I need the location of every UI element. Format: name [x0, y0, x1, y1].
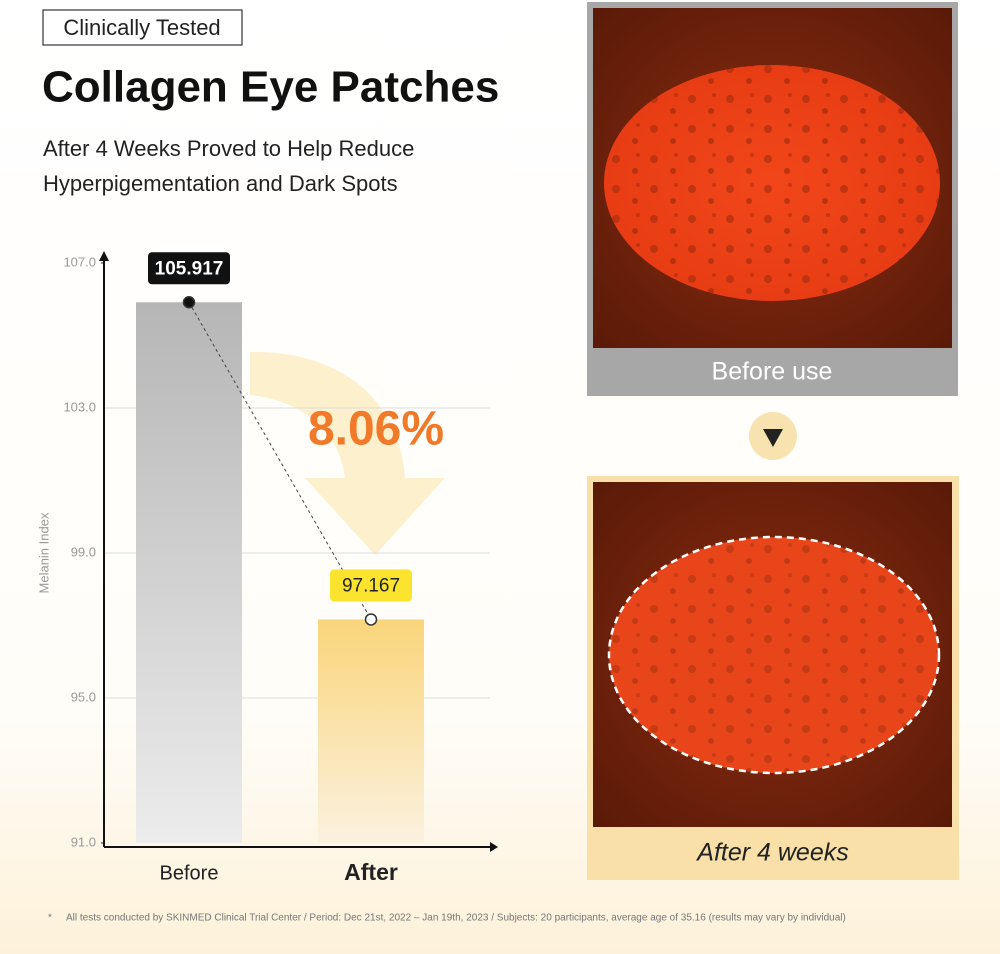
x-axis-arrow — [490, 842, 498, 852]
before-caption: Before use — [712, 358, 833, 386]
footnote-marker: * — [48, 913, 52, 924]
after-panel: After 4 weeks — [587, 476, 959, 880]
trend-line — [188, 302, 372, 620]
bar — [318, 619, 424, 843]
after-spot-texture — [609, 537, 939, 773]
y-tick-label: 91.0 — [71, 834, 96, 849]
decrease-arrow — [250, 351, 445, 555]
title: Collagen Eye Patches — [42, 63, 499, 112]
chart: Melanin Index 91.0 95.0 99.0 103.0 107.0 Befo… — [36, 251, 498, 885]
bar — [136, 302, 242, 843]
y-axis-arrow — [99, 251, 109, 261]
badge: Clinically Tested — [63, 15, 220, 40]
x-tick-label: After — [344, 859, 398, 885]
y-tick-label: 99.0 — [71, 544, 96, 559]
value-label-box — [330, 569, 412, 602]
badge-box — [42, 9, 243, 46]
y-tick-label: 107.0 — [63, 254, 96, 269]
point — [364, 613, 378, 626]
after-outline — [607, 535, 941, 775]
footnote: All tests conducted by SKINMED Clinical … — [66, 913, 846, 924]
value-label: 97.167 — [342, 575, 400, 596]
decrease-annotation: 8.06% — [308, 403, 444, 456]
y-tick-label: 103.0 — [63, 399, 96, 414]
after-caption: After 4 weeks — [695, 839, 848, 867]
step-arrow — [763, 429, 783, 447]
y-tick-label: 95.0 — [71, 689, 96, 704]
before-spot-texture — [604, 65, 940, 301]
value-label: 105.917 — [155, 258, 224, 279]
value-label-box — [148, 252, 230, 285]
before-panel: Before use — [587, 2, 958, 396]
subtitle: Hyperpigementation and Dark Spots — [43, 171, 398, 196]
y-axis-label: Melanin Index — [36, 512, 51, 593]
x-tick-label: Before — [160, 862, 219, 884]
point — [182, 296, 196, 309]
subtitle: After 4 Weeks Proved to Help Reduce — [43, 136, 414, 161]
